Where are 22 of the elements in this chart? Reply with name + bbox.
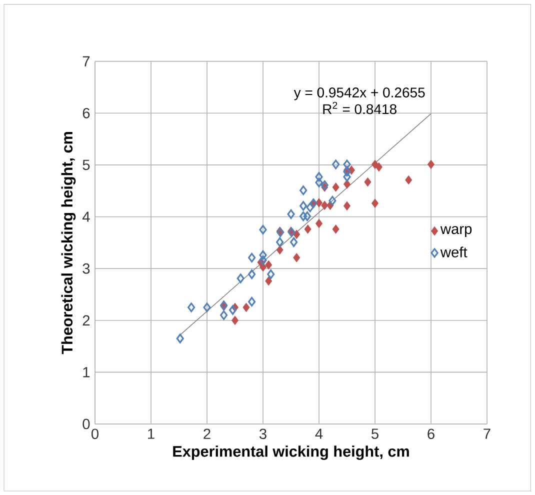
- y-tick-label: 6: [82, 108, 90, 118]
- x-tick-label: 1: [148, 428, 154, 439]
- y-tick-label: 1: [83, 367, 90, 378]
- x-tick-label: 4: [315, 428, 323, 439]
- y-tick-label: 7: [82, 56, 90, 66]
- x-tick-label: 0: [91, 428, 98, 440]
- y-tick-label: 3: [82, 263, 90, 274]
- y-tick-label: 5: [82, 160, 90, 170]
- x-tick-label: 5: [372, 428, 378, 439]
- annotation: y = 0.9542x + 0.2655: [294, 88, 425, 100]
- legend-label: warp: [440, 226, 472, 237]
- x-axis-title: Experimental wicking height, cm: [173, 446, 409, 460]
- y-axis-title: Theoretical wicking height, cm: [61, 132, 76, 354]
- x-tick-label: 6: [428, 428, 434, 440]
- y-tick-label: 0: [82, 418, 90, 430]
- x-tick-label: 7: [484, 428, 490, 439]
- annotation: R$^{2}$ = 0.8418: [323, 102, 396, 114]
- x-tick-label: 3: [259, 428, 266, 440]
- y-tick-label: 4: [82, 212, 90, 222]
- x-tick-label: 2: [204, 428, 210, 439]
- y-tick-label: 2: [82, 315, 90, 326]
- legend-label: weft: [440, 246, 468, 258]
